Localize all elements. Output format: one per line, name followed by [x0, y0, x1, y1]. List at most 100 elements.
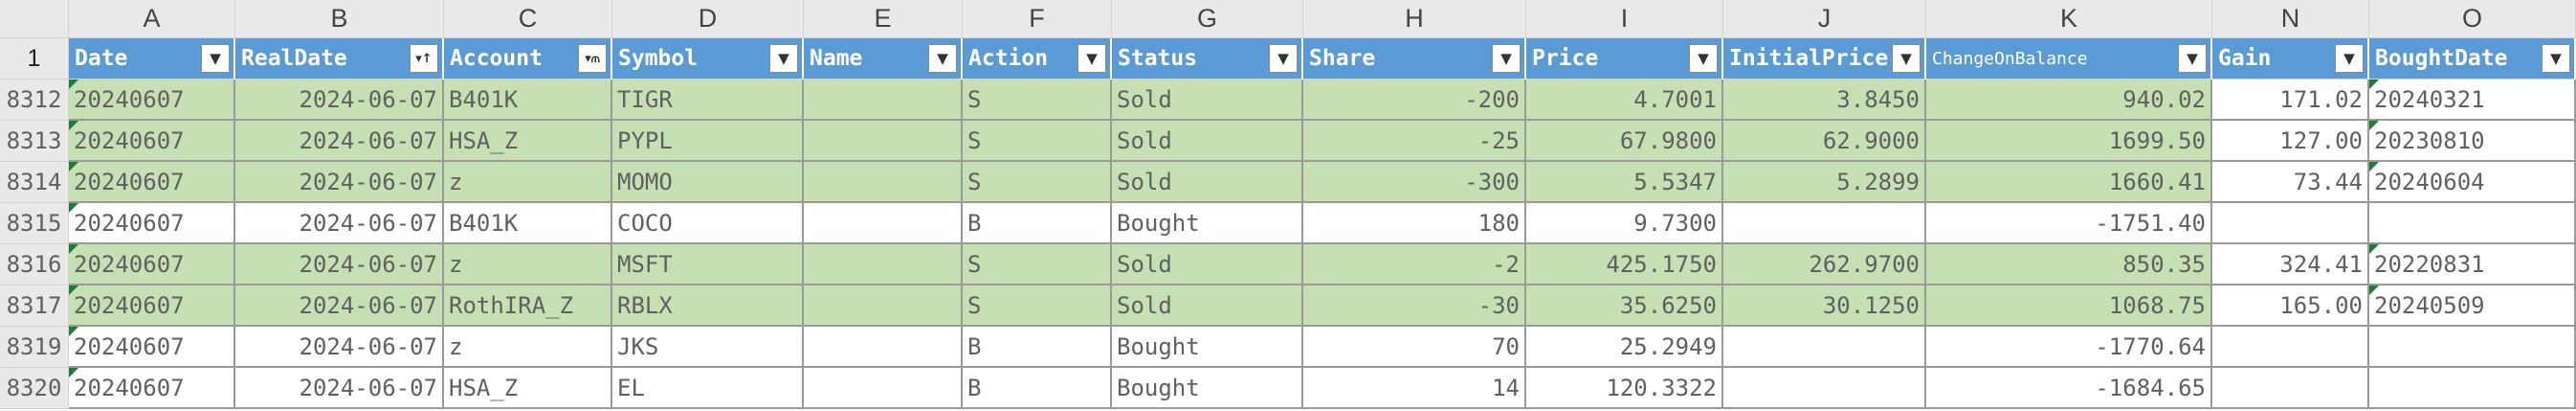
- column-letter-k[interactable]: K: [1926, 0, 2212, 38]
- cell-realdate[interactable]: 2024-06-07: [235, 162, 444, 203]
- table-header-symbol[interactable]: Symbol ▼: [612, 38, 804, 80]
- cell-symbol[interactable]: PYPL: [612, 121, 804, 162]
- cell-changeonbalance[interactable]: 850.35: [1926, 244, 2212, 285]
- cell-name[interactable]: [804, 285, 963, 327]
- cell-initialprice[interactable]: 5.2899: [1723, 162, 1926, 203]
- cell-changeonbalance[interactable]: 1068.75: [1926, 285, 2212, 327]
- cell-status[interactable]: Bought: [1112, 203, 1303, 244]
- cell-gain[interactable]: [2212, 203, 2369, 244]
- cell-price[interactable]: 4.7001: [1526, 80, 1723, 121]
- cell-date[interactable]: 20240607: [69, 162, 235, 203]
- column-letter-i[interactable]: I: [1526, 0, 1723, 38]
- column-letter-a[interactable]: A: [69, 0, 235, 38]
- cell-status[interactable]: Sold: [1112, 80, 1303, 121]
- cell-action[interactable]: S: [963, 285, 1112, 327]
- cell-initialprice[interactable]: [1723, 327, 1926, 368]
- cell-boughtdate[interactable]: 20220831: [2369, 244, 2576, 285]
- column-letter-b[interactable]: B: [235, 0, 444, 38]
- cell-symbol[interactable]: EL: [612, 368, 804, 409]
- column-letter-g[interactable]: G: [1112, 0, 1303, 38]
- cell-initialprice[interactable]: [1723, 203, 1926, 244]
- cell-action[interactable]: S: [963, 121, 1112, 162]
- cell-date[interactable]: 20240607: [69, 203, 235, 244]
- cell-name[interactable]: [804, 327, 963, 368]
- filter-dropdown-icon[interactable]: ▼: [928, 44, 957, 73]
- cell-boughtdate[interactable]: [2369, 327, 2576, 368]
- cell-account[interactable]: RothIRA_Z: [444, 285, 612, 327]
- cell-realdate[interactable]: 2024-06-07: [235, 285, 444, 327]
- cell-name[interactable]: [804, 203, 963, 244]
- row-header[interactable]: 1: [0, 38, 69, 80]
- cell-realdate[interactable]: 2024-06-07: [235, 80, 444, 121]
- row-header[interactable]: 8313: [0, 121, 69, 162]
- cell-action[interactable]: B: [963, 327, 1112, 368]
- table-header-changeonbalance[interactable]: ChangeOnBalance ▼: [1926, 38, 2212, 80]
- cell-status[interactable]: Sold: [1112, 244, 1303, 285]
- cell-changeonbalance[interactable]: -1684.65: [1926, 368, 2212, 409]
- cell-boughtdate[interactable]: 20230810: [2369, 121, 2576, 162]
- row-header[interactable]: 8316: [0, 244, 69, 285]
- column-letter-d[interactable]: D: [612, 0, 804, 38]
- cell-name[interactable]: [804, 80, 963, 121]
- cell-account[interactable]: HSA_Z: [444, 368, 612, 409]
- cell-share[interactable]: -300: [1303, 162, 1526, 203]
- column-letter-h[interactable]: H: [1303, 0, 1526, 38]
- cell-initialprice[interactable]: 62.9000: [1723, 121, 1926, 162]
- cell-date[interactable]: 20240607: [69, 285, 235, 327]
- sort-ascending-filter-icon[interactable]: ▾↑: [410, 44, 438, 73]
- filter-dropdown-icon[interactable]: ▼: [2178, 44, 2207, 73]
- cell-status[interactable]: Bought: [1112, 368, 1303, 409]
- cell-action[interactable]: S: [963, 80, 1112, 121]
- cell-price[interactable]: 425.1750: [1526, 244, 1723, 285]
- cell-symbol[interactable]: MSFT: [612, 244, 804, 285]
- table-header-share[interactable]: Share ▼: [1303, 38, 1526, 80]
- cell-gain[interactable]: 165.00: [2212, 285, 2369, 327]
- table-header-gain[interactable]: Gain ▼: [2212, 38, 2369, 80]
- table-header-date[interactable]: Date ▼: [69, 38, 235, 80]
- cell-boughtdate[interactable]: 20240321: [2369, 80, 2576, 121]
- cell-status[interactable]: Sold: [1112, 121, 1303, 162]
- row-header[interactable]: 8314: [0, 162, 69, 203]
- cell-action[interactable]: S: [963, 162, 1112, 203]
- column-letter-c[interactable]: C: [444, 0, 612, 38]
- cell-account[interactable]: B401K: [444, 203, 612, 244]
- cell-share[interactable]: 70: [1303, 327, 1526, 368]
- row-header[interactable]: 8319: [0, 327, 69, 368]
- cell-date[interactable]: 20240607: [69, 244, 235, 285]
- row-header[interactable]: 8317: [0, 285, 69, 327]
- cell-symbol[interactable]: RBLX: [612, 285, 804, 327]
- cell-initialprice[interactable]: [1723, 368, 1926, 409]
- cell-name[interactable]: [804, 244, 963, 285]
- cell-boughtdate[interactable]: [2369, 368, 2576, 409]
- cell-price[interactable]: 5.5347: [1526, 162, 1723, 203]
- column-letter-o[interactable]: O: [2369, 0, 2576, 38]
- filter-dropdown-icon[interactable]: ▼: [1689, 44, 1718, 73]
- table-header-price[interactable]: Price ▼: [1526, 38, 1723, 80]
- column-letter-f[interactable]: F: [963, 0, 1112, 38]
- cell-realdate[interactable]: 2024-06-07: [235, 203, 444, 244]
- cell-symbol[interactable]: MOMO: [612, 162, 804, 203]
- column-letter-j[interactable]: J: [1723, 0, 1926, 38]
- cell-changeonbalance[interactable]: 1699.50: [1926, 121, 2212, 162]
- filter-dropdown-icon[interactable]: ▼: [1892, 44, 1921, 73]
- filter-dropdown-icon[interactable]: ▼: [2542, 44, 2570, 73]
- cell-realdate[interactable]: 2024-06-07: [235, 244, 444, 285]
- cell-boughtdate[interactable]: 20240604: [2369, 162, 2576, 203]
- cell-symbol[interactable]: COCO: [612, 203, 804, 244]
- cell-realdate[interactable]: 2024-06-07: [235, 327, 444, 368]
- filter-dropdown-icon[interactable]: ▼: [1492, 44, 1521, 73]
- cell-name[interactable]: [804, 162, 963, 203]
- column-letter-e[interactable]: E: [804, 0, 963, 38]
- cell-symbol[interactable]: TIGR: [612, 80, 804, 121]
- cell-symbol[interactable]: JKS: [612, 327, 804, 368]
- cell-share[interactable]: -30: [1303, 285, 1526, 327]
- cell-changeonbalance[interactable]: -1770.64: [1926, 327, 2212, 368]
- cell-initialprice[interactable]: 3.8450: [1723, 80, 1926, 121]
- cell-date[interactable]: 20240607: [69, 327, 235, 368]
- cell-price[interactable]: 67.9800: [1526, 121, 1723, 162]
- cell-share[interactable]: -25: [1303, 121, 1526, 162]
- filter-dropdown-icon[interactable]: ▼: [1269, 44, 1298, 73]
- cell-account[interactable]: z: [444, 327, 612, 368]
- cell-share[interactable]: -200: [1303, 80, 1526, 121]
- cell-boughtdate[interactable]: 20240509: [2369, 285, 2576, 327]
